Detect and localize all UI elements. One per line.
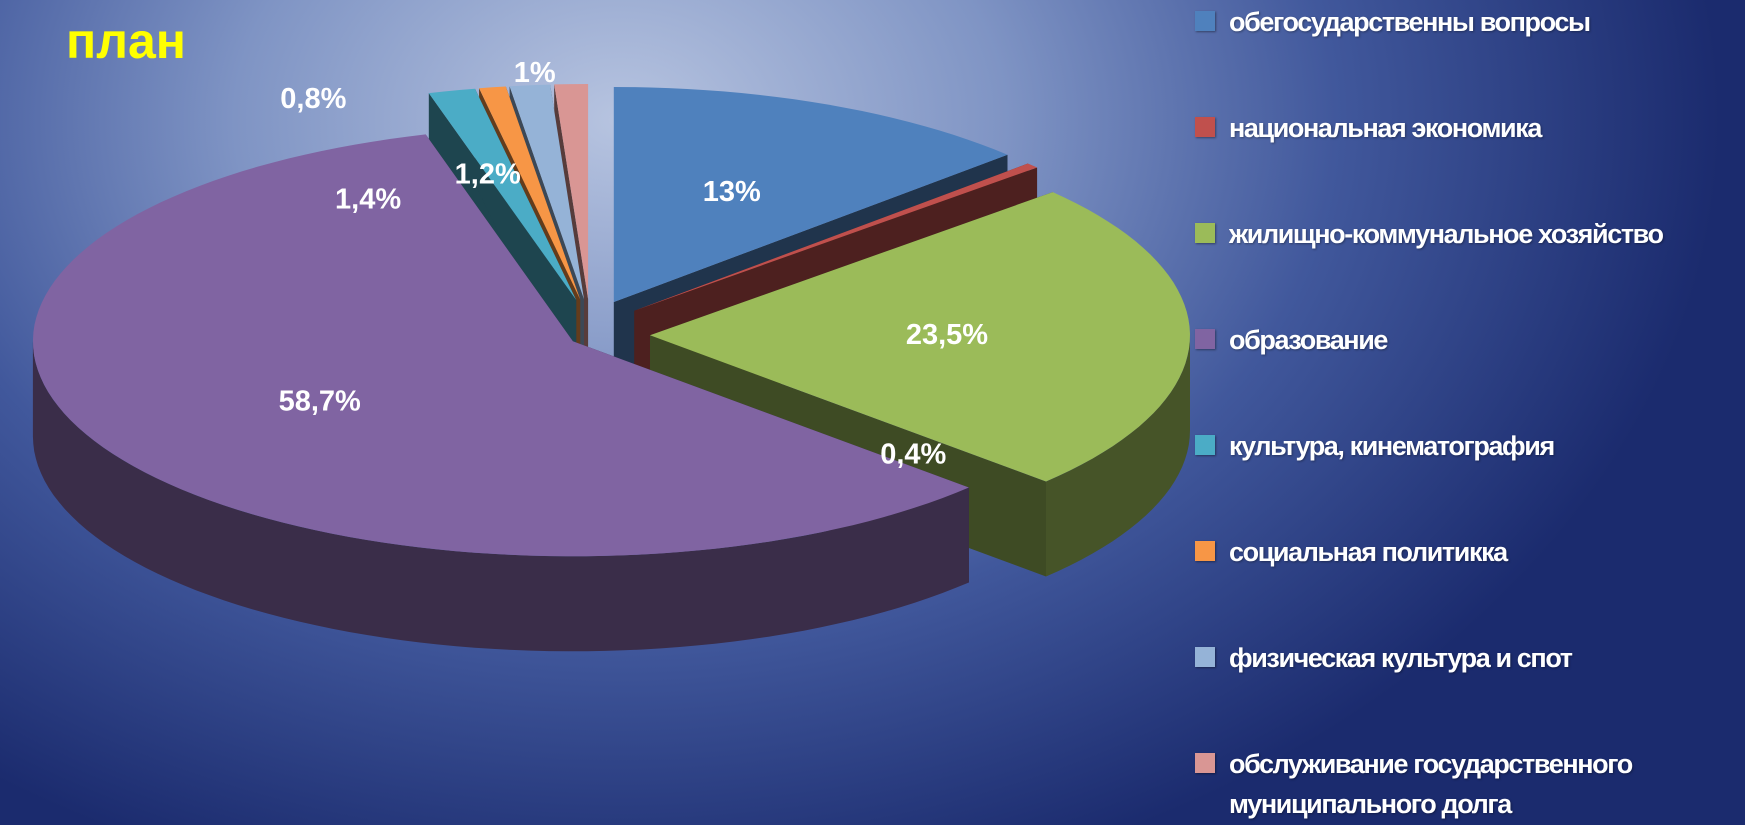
- legend-item: жилищно-коммунальное хозяйство: [1195, 214, 1740, 254]
- chart-title: план: [66, 13, 186, 69]
- legend-item: образование: [1195, 320, 1740, 360]
- slice-top: [650, 192, 1190, 482]
- legend-swatch: [1195, 647, 1215, 667]
- data-label: 1,4%: [335, 184, 401, 216]
- legend-swatch: [1195, 329, 1215, 349]
- legend-item: культура, кинематография: [1195, 426, 1740, 466]
- slice-top: [33, 134, 969, 557]
- legend-item: социальная политикка: [1195, 532, 1740, 572]
- slice-top: [428, 88, 577, 300]
- slice-top: [509, 84, 584, 300]
- legend-label: социальная политикка: [1229, 537, 1508, 567]
- slice-top: [479, 86, 581, 300]
- legend-item: национальная экономика: [1195, 108, 1740, 148]
- legend-label: культура, кинематография: [1229, 431, 1555, 461]
- legend-label: физическая культура и спот: [1229, 643, 1573, 673]
- slice-wall: [1046, 335, 1190, 577]
- chart: 13% 0,4% 23,5% 58,7% 1,4% 0,8% 1,2% 1%: [32, 57, 1190, 652]
- slice-top: [634, 163, 1038, 311]
- slice-top: [613, 87, 1008, 302]
- data-label: 1%: [514, 57, 556, 89]
- data-label: 0,8%: [280, 83, 346, 115]
- legend-swatch: [1195, 11, 1215, 31]
- slice: [32, 134, 969, 652]
- data-label: 0,4%: [880, 438, 946, 470]
- slice-wall: [32, 341, 969, 652]
- legend-swatch: [1195, 435, 1215, 455]
- data-label: 1,2%: [455, 159, 521, 191]
- slice-top: [554, 84, 589, 299]
- legend-swatch: [1195, 753, 1215, 773]
- legend-label: национальная экономика: [1229, 113, 1542, 143]
- data-label: 13%: [703, 176, 761, 208]
- legend-label: жилищно-коммунальное хозяйство: [1229, 219, 1664, 249]
- legend-swatch: [1195, 117, 1215, 137]
- legend-item: обслуживание государственного муниципаль…: [1195, 744, 1740, 824]
- legend-label: образование: [1229, 325, 1388, 355]
- legend-item: физическая культура и спот: [1195, 638, 1740, 678]
- legend-swatch: [1195, 223, 1215, 243]
- legend-label: обслуживание государственного муниципаль…: [1229, 749, 1633, 819]
- legend-label: обегосударственны вопросы: [1229, 7, 1591, 37]
- data-label: 23,5%: [906, 319, 988, 351]
- legend-swatch: [1195, 541, 1215, 561]
- legend-item: обегосударственны вопросы: [1195, 2, 1740, 42]
- data-label: 58,7%: [279, 386, 361, 418]
